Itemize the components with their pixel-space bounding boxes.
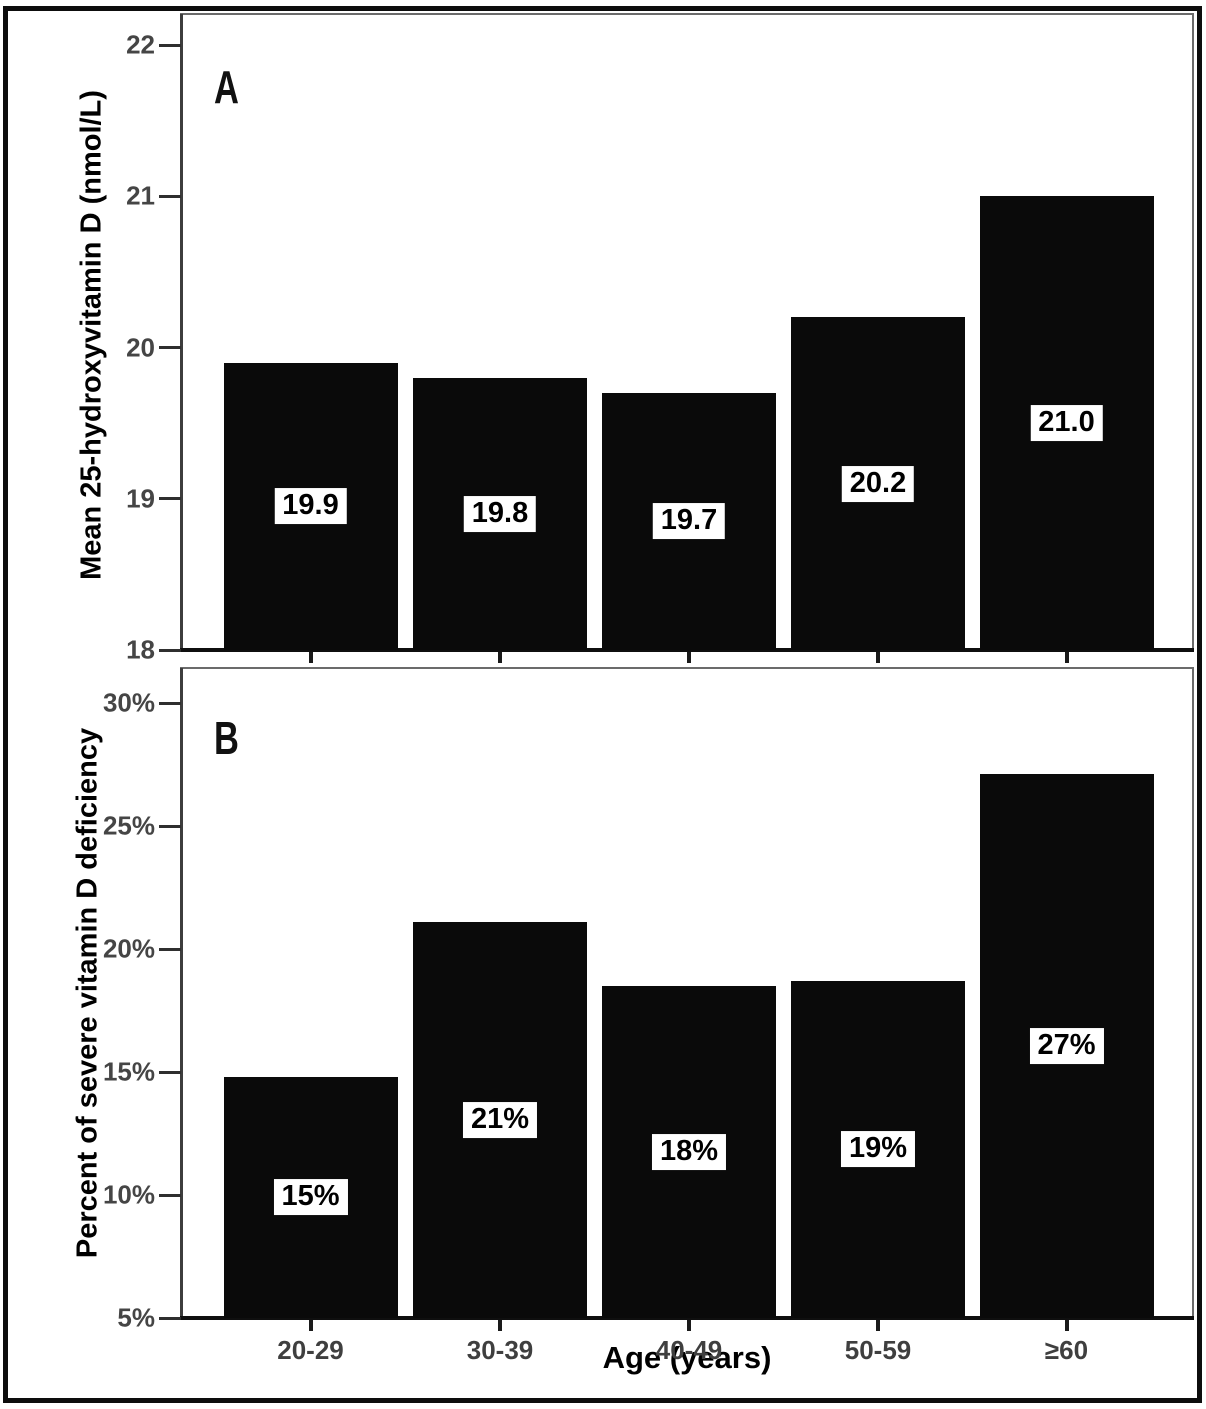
y-axis-tick: [159, 1316, 181, 1320]
x-axis-line: [180, 1316, 1194, 1320]
x-axis-tick: [498, 652, 502, 663]
y-axis-tick: [159, 497, 181, 501]
y-axis-tick: [159, 824, 181, 828]
panel-a-letter: A: [214, 61, 239, 113]
y-axis-tick: [159, 648, 181, 652]
bar-value-label: 27%: [1029, 1028, 1104, 1065]
x-axis-tick-label: 30-39: [466, 1335, 534, 1365]
y-axis-tick: [159, 947, 181, 951]
x-axis-tick-label: 50-59: [844, 1335, 912, 1365]
y-axis-line: [180, 668, 183, 1318]
bar-value-label: 21.0: [1030, 405, 1103, 442]
x-axis-title: Age (years): [602, 1340, 772, 1375]
x-axis-tick-label: 40-49: [655, 1335, 723, 1365]
x-axis-tick: [876, 1320, 880, 1331]
bar-value-label: 21%: [462, 1102, 538, 1138]
bar-value-label: 20.2: [841, 465, 915, 502]
y-axis-tick-label: 30%: [102, 687, 155, 718]
y-axis-tick-label: 22: [126, 29, 155, 60]
x-axis-tick: [687, 1320, 691, 1331]
bar-value-label: 15%: [273, 1179, 348, 1216]
x-axis-tick: [876, 652, 880, 663]
panel-b-letter: B: [214, 712, 239, 764]
bar-value-label: 18%: [651, 1133, 727, 1170]
x-axis-tick: [1064, 1320, 1069, 1331]
x-axis-tick: [1064, 652, 1069, 663]
y-axis-tick: [159, 43, 181, 47]
y-axis-tick-label: 10%: [102, 1179, 155, 1210]
bar-value-label: 19.7: [652, 503, 726, 540]
y-axis-tick: [159, 1070, 181, 1074]
x-axis-tick: [308, 1320, 313, 1331]
x-axis-tick: [498, 1320, 502, 1331]
bar-value-label: 19%: [840, 1131, 916, 1168]
x-axis-line: [180, 648, 1194, 652]
y-axis-line: [180, 14, 183, 650]
x-axis-tick-label: 20-29: [277, 1335, 344, 1365]
y-axis-tick: [159, 346, 181, 349]
bar-value-label: 19.9: [274, 488, 347, 525]
x-axis-tick: [687, 652, 691, 663]
y-axis-tick-label: 25%: [102, 810, 155, 841]
y-axis-tick-label: 21: [126, 180, 155, 211]
y-axis-tick-label: 15%: [102, 1056, 155, 1087]
y-axis-tick: [159, 194, 181, 198]
figure-border: [3, 6, 1202, 1403]
y-axis-tick-label: 5%: [117, 1302, 155, 1333]
y-axis-tick-label: 20%: [102, 933, 155, 964]
y-axis-tick-label: 18: [126, 634, 155, 665]
x-axis-tick: [308, 652, 313, 663]
x-axis-tick-label: ≥60: [1044, 1335, 1089, 1365]
bar-value-label: 19.8: [463, 495, 537, 532]
y-axis-tick: [159, 701, 181, 705]
y-axis-tick-label: 19: [126, 483, 155, 514]
y-axis-tick-label: 20: [126, 332, 155, 362]
y-axis-tick: [159, 1193, 181, 1197]
